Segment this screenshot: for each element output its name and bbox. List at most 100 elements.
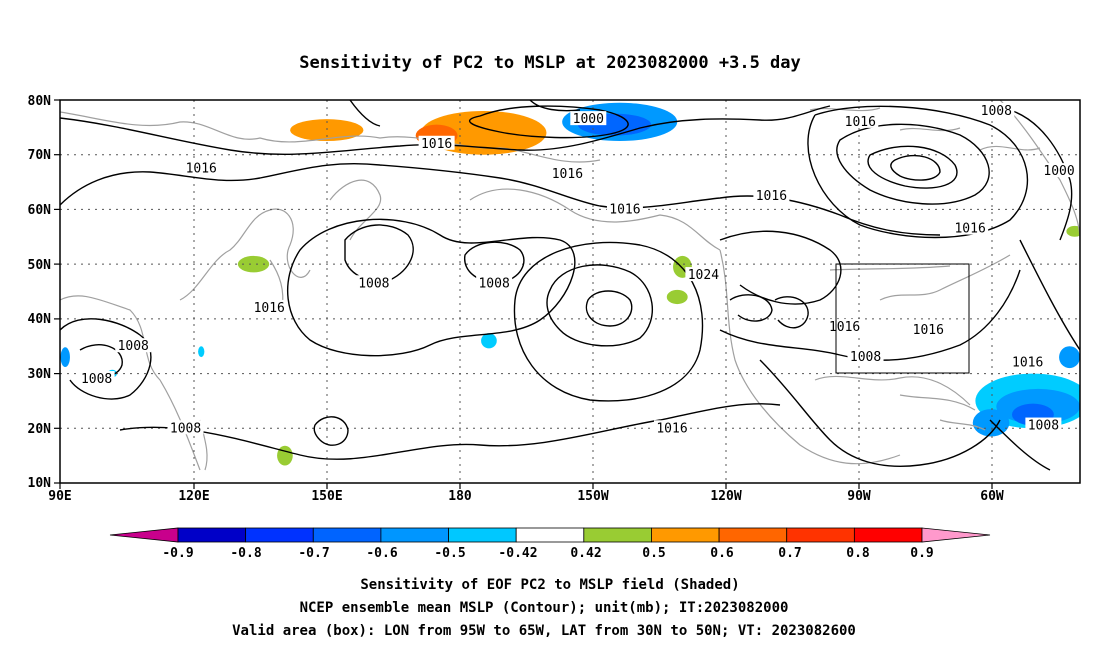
valid-area-box (835, 263, 970, 374)
colorbar-swatch (448, 527, 517, 543)
colorbar-swatches (109, 527, 991, 543)
contour-line (719, 269, 1021, 361)
sensitivity-shaded-area (277, 445, 293, 466)
lat-label-10n: 10N (28, 476, 52, 491)
contour-label-background (654, 420, 690, 435)
lon-label-120e: 120E (178, 489, 209, 504)
lon-label-150w: 150W (577, 489, 608, 504)
contour-line (546, 264, 654, 347)
contour-label: 1000 (1043, 164, 1074, 179)
contour-label-background (606, 201, 643, 216)
sensitivity-shaded-area (481, 333, 497, 349)
contour-label-background (847, 349, 884, 364)
contour-label-background (685, 267, 722, 282)
colorbar-swatch (718, 527, 788, 543)
contour-label: 1016 (756, 189, 787, 204)
contour-line (759, 359, 1001, 467)
lat-label-80n: 80N (28, 94, 52, 109)
contour-line (719, 230, 842, 305)
contour-line (287, 218, 576, 357)
colorbar-min-arrow (109, 527, 179, 543)
contour-label-background (167, 420, 204, 435)
contour-label: 1016 (1012, 356, 1043, 371)
contour-line (774, 296, 809, 329)
contour-label: 1016 (186, 161, 217, 176)
contour-label-background (570, 111, 607, 126)
lat-label-70n: 70N (28, 148, 52, 163)
contour-line (836, 123, 990, 205)
contour-label: 1016 (421, 137, 452, 152)
contour-label: 1016 (829, 320, 860, 335)
contour-label-background (978, 102, 1015, 117)
colorbar-max-arrow (921, 527, 991, 543)
sensitivity-shaded-area (1059, 346, 1080, 369)
contour-label: 1016 (254, 301, 285, 316)
sensitivity-shaded-area (198, 346, 205, 358)
contour-label: 1008 (358, 276, 389, 291)
sensitivity-shaded-area (666, 289, 688, 305)
sensitivity-shaded-area (290, 119, 364, 142)
colorbar-swatch (651, 527, 720, 543)
sensitivity-shaded-area (1066, 225, 1080, 237)
figure-title: Sensitivity of PC2 to MSLP at 2023082000… (299, 53, 801, 73)
colorbar-label: 0.8 (846, 546, 870, 561)
colorbar-label: -0.8 (230, 546, 261, 561)
contour-label-background (418, 135, 455, 150)
contour-label-background (1009, 354, 1046, 369)
contour-label-background (1041, 163, 1078, 178)
contour-label-background (115, 338, 152, 353)
sensitivity-shaded-area (237, 255, 270, 273)
lon-label-180: 180 (448, 489, 472, 504)
colorbar-swatch (786, 527, 855, 543)
colorbar-label: 0.6 (710, 546, 734, 561)
colorbar-label: -0.6 (366, 546, 397, 561)
contour-label: 1016 (845, 115, 876, 130)
contour-label: 1016 (913, 323, 944, 338)
contour-line (585, 290, 633, 327)
colorbar-label: 0.9 (910, 546, 933, 561)
contour-label: 1008 (1028, 419, 1059, 434)
contour-label-background (355, 275, 392, 290)
contour-line (468, 105, 629, 139)
contour-label: 1024 (688, 268, 719, 283)
contour-label-background (842, 113, 879, 128)
colorbar-swatch (312, 527, 382, 543)
lat-label-20n: 20N (28, 422, 52, 437)
contour-line (729, 294, 773, 322)
contour-label-background (910, 321, 947, 336)
coastline-us-border (829, 265, 951, 271)
lon-label-60w: 60W (980, 489, 1004, 504)
captions: Sensitivity of EOF PC2 to MSLP field (Sh… (232, 577, 856, 639)
contour-label: 1016 (552, 167, 583, 182)
contour-label: 1016 (656, 421, 687, 436)
colorbar-swatch (177, 527, 247, 543)
contour-label: 1008 (118, 339, 149, 354)
coastline-arctic-islands (809, 107, 1041, 151)
colorbar: -0.9 -0.8 -0.7 -0.6 -0.5 -0.42 0.42 0.5 … (109, 527, 991, 561)
contour-line (890, 154, 941, 181)
lat-label-40n: 40N (28, 312, 52, 327)
colorbar-label: -0.9 (162, 546, 193, 561)
sensitivity-shaded-area (1090, 205, 1100, 214)
contour-label: 1008 (170, 421, 201, 436)
tick-marks (54, 99, 993, 489)
lat-label-50n: 50N (28, 258, 52, 273)
contour-label-background (1025, 417, 1062, 432)
contour-line (989, 239, 1080, 471)
contour-line (60, 162, 941, 236)
map-frame (59, 99, 1081, 484)
colorbar-swatch (583, 527, 652, 543)
coastline-caribbean (899, 394, 986, 431)
lon-label-120w: 120W (710, 489, 741, 504)
lat-label-60n: 60N (28, 203, 52, 218)
contour-label: 1016 (609, 202, 640, 217)
colorbar-swatch (380, 527, 449, 543)
map-panel: 1000 1016 1016 1016 1016 1016 1016 1008 1000 1016… (28, 94, 1100, 504)
sensitivity-shaded-area (60, 347, 70, 368)
contour-label-background (78, 371, 115, 386)
contour-label-background (753, 187, 790, 202)
colorbar-label: -0.7 (298, 546, 329, 561)
lon-tick-labels: 90E 120E 150E 180 150W 120W 90W 60W (48, 489, 1004, 504)
contour-label-background (476, 275, 513, 290)
contour-line (313, 416, 349, 446)
